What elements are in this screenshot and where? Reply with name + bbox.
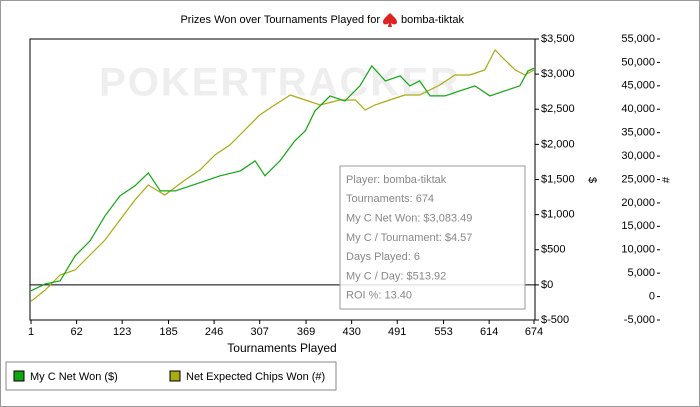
legend-swatch [13, 370, 25, 382]
x-tick-label: 430 [342, 326, 360, 338]
legend-label: Net Expected Chips Won (#) [186, 371, 325, 383]
info-line: Days Played: 6 [346, 251, 420, 263]
x-axis-label: Tournaments Played [227, 341, 336, 355]
legend [5, 361, 337, 391]
y-tick-label: $-500 [541, 314, 569, 326]
info-line: My C Net Won: $3,083.49 [346, 213, 472, 225]
y2-tick-label: 20,000 [621, 197, 655, 209]
y2-tick-label: 40,000 [621, 103, 655, 115]
y2-tick-label: 50,000 [621, 56, 655, 68]
y-tick-label: $1,000 [541, 209, 575, 221]
y-tick-label: $2,500 [541, 103, 575, 115]
x-tick-label: 553 [434, 326, 452, 338]
x-tick-label: 185 [159, 326, 177, 338]
y2-tick-label: 45,000 [621, 80, 655, 92]
x-tick-label: 369 [297, 326, 315, 338]
y2-axis-label: # [659, 177, 671, 184]
chart-title-player: bomba-tiktak [401, 14, 464, 26]
y2-tick-label: -5,000 [624, 314, 655, 326]
info-line: Player: bomba-tiktak [346, 174, 447, 186]
y-tick-label: $500 [541, 244, 565, 256]
y-axis-label: $ [586, 177, 598, 183]
y-tick-label: $3,000 [541, 68, 575, 80]
legend-swatch [169, 370, 181, 382]
x-tick-label: 307 [251, 326, 269, 338]
y2-tick-label: 30,000 [621, 150, 655, 162]
y2-tick-label: 10,000 [621, 244, 655, 256]
y2-tick-label: 35,000 [621, 127, 655, 139]
info-line: My C / Tournament: $4.57 [346, 232, 472, 244]
info-box [339, 165, 526, 310]
x-tick-label: 674 [525, 326, 543, 338]
x-tick-label: 62 [70, 326, 82, 338]
y-tick-label: $3,500 [541, 33, 575, 45]
info-line: Tournaments: 674 [346, 193, 434, 205]
y-tick-label: $2,000 [541, 138, 575, 150]
y2-tick-label: 0 [649, 290, 655, 302]
spade-icon [383, 13, 397, 27]
y-tick-label: $0 [541, 279, 553, 291]
y2-tick-label: 55,000 [621, 33, 655, 45]
info-line: ROI %: 13.40 [346, 290, 412, 302]
x-tick-label: 1 [28, 326, 34, 338]
info-line: My C / Day: $513.92 [346, 270, 446, 282]
y2-tick-label: 25,000 [621, 173, 655, 185]
y2-tick-label: 5,000 [627, 267, 655, 279]
x-tick-label: 246 [205, 326, 223, 338]
x-tick-label: 614 [480, 326, 498, 338]
legend-label: My C Net Won ($) [30, 371, 118, 383]
x-tick-label: 123 [113, 326, 131, 338]
y-tick-label: $1,500 [541, 173, 575, 185]
chart-title: Prizes Won over Tournaments Played for [180, 14, 380, 26]
series-line [30, 64, 535, 292]
x-tick-label: 491 [388, 326, 406, 338]
series-line [30, 48, 535, 302]
y2-tick-label: 15,000 [621, 220, 655, 232]
